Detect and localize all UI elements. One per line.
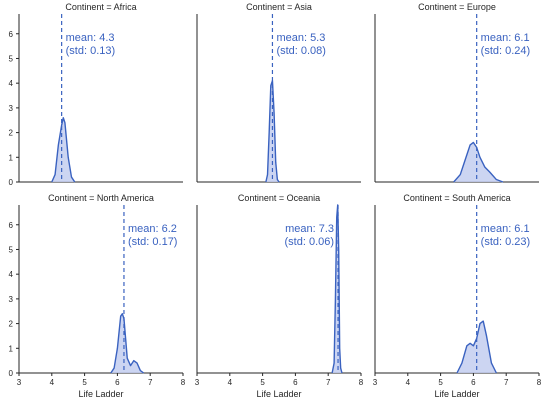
density-area (453, 142, 503, 182)
x-tick-label: 3 (373, 378, 378, 387)
std-annotation: (std: 0.23) (481, 236, 531, 248)
x-tick-label: 7 (504, 378, 509, 387)
y-tick-label: 4 (9, 79, 14, 88)
panel-title: Continent = North America (48, 193, 154, 203)
facet-panel: Continent = Oceania 3 4 5 6 7 8 Life Ladder mean… (195, 193, 364, 399)
x-tick-label: 5 (260, 378, 265, 387)
panel-title: Continent = Europe (418, 2, 496, 12)
facet-panel: Continent = North America 0 1 2 3 4 5 6 3 4 5 6 7 8 Li… (9, 193, 186, 399)
x-tick-label: 7 (326, 378, 331, 387)
x-tick-label: 6 (115, 378, 120, 387)
x-tick-label: 5 (82, 378, 87, 387)
x-tick-label: 7 (148, 378, 153, 387)
x-axis-label: Life Ladder (434, 389, 479, 399)
panel-title: Continent = Asia (246, 2, 312, 12)
x-tick-label: 6 (471, 378, 476, 387)
x-tick-label: 8 (537, 378, 542, 387)
density-area (110, 313, 144, 373)
y-tick-label: 3 (9, 295, 14, 304)
std-annotation: (std: 0.24) (481, 45, 531, 57)
x-tick-label: 5 (438, 378, 443, 387)
x-tick-label: 8 (359, 378, 364, 387)
y-tick-label: 6 (9, 30, 14, 39)
x-tick-label: 4 (50, 378, 55, 387)
y-tick-label: 3 (9, 104, 14, 113)
x-axis-label: Life Ladder (78, 389, 123, 399)
panel-title: Continent = South America (403, 193, 510, 203)
x-tick-label: 3 (17, 378, 22, 387)
y-tick-label: 1 (9, 344, 14, 353)
y-tick-label: 6 (9, 221, 14, 230)
facet-panel: Continent = South America 3 4 5 6 7 8 Life Ladd… (373, 193, 542, 399)
mean-annotation: mean: 6.1 (481, 223, 530, 235)
panel-title: Continent = Africa (65, 2, 136, 12)
density-line (110, 313, 145, 374)
facet-panel: Continent = Asia mean: 5.3(std: 0.08) (196, 2, 361, 183)
mean-annotation: mean: 4.3 (66, 32, 115, 44)
x-tick-label: 3 (195, 378, 200, 387)
density-line (51, 117, 76, 183)
y-tick-label: 5 (9, 54, 14, 63)
x-axis-label: Life Ladder (256, 389, 301, 399)
facet-panel: Continent = Africa 0 1 2 3 4 5 6 mean: 4.3(std: … (9, 2, 183, 187)
x-tick-label: 6 (293, 378, 298, 387)
y-tick-label: 0 (9, 178, 14, 187)
y-tick-label: 0 (9, 369, 14, 378)
y-tick-label: 4 (9, 270, 14, 279)
std-annotation: (std: 0.17) (128, 236, 178, 248)
std-annotation: (std: 0.08) (276, 45, 326, 57)
x-tick-label: 8 (181, 378, 186, 387)
x-tick-label: 4 (228, 378, 233, 387)
density-area (265, 80, 279, 182)
y-tick-label: 2 (9, 320, 14, 329)
mean-annotation: mean: 7.3 (285, 223, 334, 235)
y-tick-label: 1 (9, 153, 14, 162)
std-annotation: (std: 0.06) (285, 236, 335, 248)
x-tick-label: 4 (406, 378, 411, 387)
mean-annotation: mean: 6.2 (128, 223, 177, 235)
density-area (332, 205, 342, 373)
mean-annotation: mean: 5.3 (276, 32, 325, 44)
facet-panel: Continent = Europe mean: 6.1(std: 0.24) (374, 2, 539, 183)
std-annotation: (std: 0.13) (66, 45, 116, 57)
y-tick-label: 2 (9, 129, 14, 138)
panel-title: Continent = Oceania (238, 193, 320, 203)
mean-annotation: mean: 6.1 (481, 32, 530, 44)
y-tick-label: 5 (9, 245, 14, 254)
